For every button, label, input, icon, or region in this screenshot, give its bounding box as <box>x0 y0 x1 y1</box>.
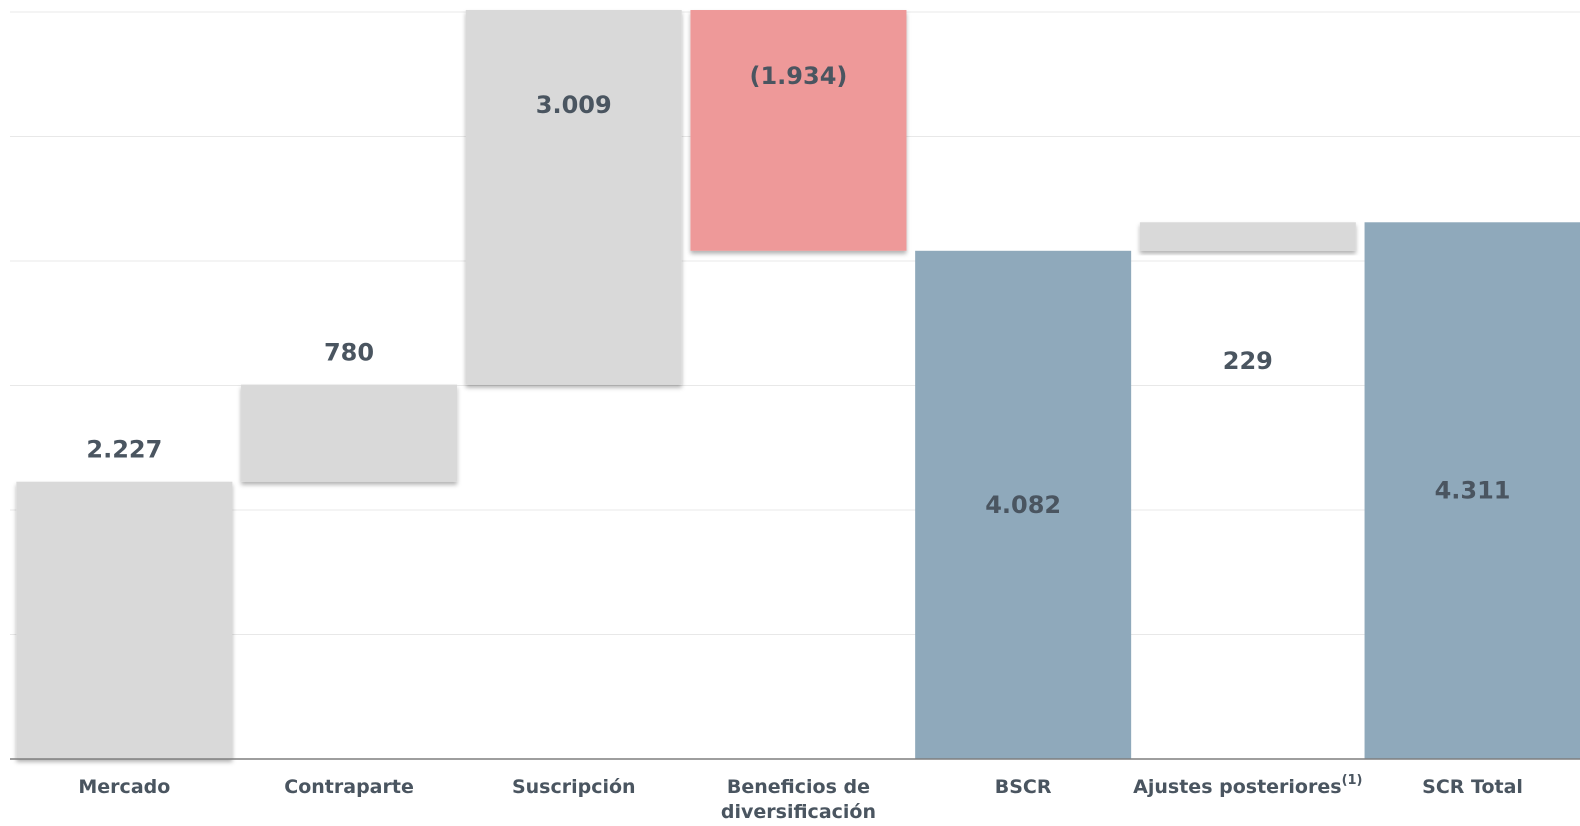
bar-increase <box>16 481 233 759</box>
value-labels: 2.227 780 3.009 (1.934) 4.082 229 4.311 <box>86 62 1510 519</box>
bar-decrease <box>690 10 907 251</box>
data-label: 4.082 <box>985 491 1061 519</box>
data-label: 4.311 <box>1435 477 1511 505</box>
bars <box>16 10 1580 759</box>
category-labels: Mercado Contraparte Suscripción Beneficios … <box>78 773 1523 823</box>
data-label: 3.009 <box>536 91 612 119</box>
category-label: SCR Total <box>1422 776 1523 798</box>
bar-increase <box>1139 222 1356 251</box>
category-label: Ajustes posteriores(1) <box>1133 773 1362 798</box>
category-label: Beneficios de <box>727 776 870 798</box>
bar-increase <box>465 10 682 385</box>
category-label: diversificación <box>721 801 876 823</box>
data-label: 780 <box>324 339 374 367</box>
category-label: Mercado <box>78 776 170 798</box>
bar-total <box>1364 222 1580 759</box>
footnote-marker: (1) <box>1342 773 1363 788</box>
category-label: Suscripción <box>512 776 636 798</box>
data-label: (1.934) <box>750 62 848 90</box>
bar-increase <box>241 384 458 482</box>
bar-total <box>915 250 1132 759</box>
data-label: 2.227 <box>86 436 162 464</box>
category-label: BSCR <box>995 776 1052 798</box>
category-label: Contraparte <box>284 776 414 798</box>
data-label: 229 <box>1223 347 1273 375</box>
